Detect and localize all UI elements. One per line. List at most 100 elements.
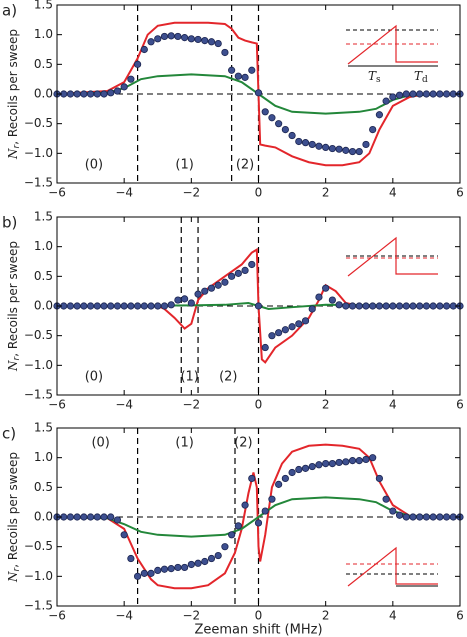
data-point [389, 302, 397, 310]
data-point [328, 459, 336, 468]
x-tick-label: −6 [48, 186, 66, 200]
data-point [201, 287, 209, 295]
x-tick-label: 2 [322, 609, 330, 623]
x-tick-label: −2 [182, 609, 200, 623]
data-point [154, 302, 162, 310]
data-point [288, 468, 296, 477]
data-point [100, 513, 108, 521]
data-point [322, 459, 330, 468]
y-tick-label: 1.5 [34, 421, 53, 435]
data-point [342, 302, 350, 310]
data-point [362, 302, 370, 310]
data-point [389, 507, 397, 515]
data-point [160, 302, 169, 310]
data-point [422, 90, 431, 98]
data-point [201, 36, 209, 45]
data-point [268, 114, 276, 122]
region-label: (2) [234, 435, 252, 450]
data-point [261, 343, 269, 352]
data-point [181, 34, 189, 42]
data-point [66, 513, 75, 521]
data-point [348, 302, 357, 310]
data-point [194, 559, 202, 567]
data-point [395, 511, 404, 519]
data-point [234, 522, 242, 530]
inset-b [346, 236, 438, 277]
data-point [382, 97, 390, 105]
data-point [181, 563, 189, 572]
region-label: (1) [175, 435, 193, 450]
data-point [241, 501, 249, 509]
data-point [288, 323, 296, 331]
data-point [422, 513, 431, 521]
data-point [134, 572, 142, 580]
data-point [275, 329, 283, 337]
x-tick-label: 6 [456, 609, 464, 623]
y-tick-label: 0.5 [34, 480, 53, 494]
data-point [362, 455, 370, 464]
data-point [429, 302, 437, 310]
data-point [322, 284, 330, 292]
data-point [342, 146, 350, 154]
data-point [429, 90, 437, 98]
inset-c [346, 546, 438, 587]
data-point [315, 461, 323, 469]
x-tick-label: −4 [115, 186, 133, 200]
y-label-symbol: N [6, 360, 20, 372]
data-point [228, 66, 236, 74]
data-point [86, 90, 95, 98]
data-point [416, 90, 424, 98]
data-point [288, 131, 296, 140]
data-point [221, 543, 229, 551]
y-tick-label: 0.5 [34, 57, 53, 71]
y-tick-label: 1.5 [34, 210, 53, 224]
data-point [395, 302, 404, 310]
data-point [436, 90, 444, 98]
y-tick-label: −0.5 [24, 116, 53, 130]
x-tick-label: −2 [182, 398, 200, 412]
data-point [295, 137, 303, 146]
data-point [66, 302, 75, 310]
y-tick-label: −0.5 [24, 539, 53, 553]
data-point [86, 302, 95, 310]
x-tick-label: 0 [255, 398, 263, 412]
y-label-text: , Recoils per sweep [6, 452, 20, 568]
data-point [409, 513, 417, 521]
data-point [167, 32, 175, 40]
y-axis-label: Nr, Recoils per sweep [6, 29, 22, 160]
data-point [382, 495, 390, 503]
data-point [207, 284, 216, 292]
data-point [442, 90, 451, 98]
data-point [120, 302, 128, 310]
y-tick-label: 0.5 [34, 269, 53, 283]
data-point [154, 35, 162, 43]
panel-label: a) [2, 2, 17, 20]
y-tick-label: −1.0 [24, 569, 53, 583]
data-point [301, 139, 310, 147]
y-label-text: , Recoils per sweep [6, 29, 20, 145]
y-label-sub: r [12, 566, 22, 571]
data-point [228, 531, 236, 539]
data-point [382, 302, 390, 310]
data-point [174, 296, 182, 304]
region-label: (1) [175, 158, 193, 173]
data-point [409, 302, 417, 310]
data-point [409, 90, 417, 98]
data-point [322, 143, 330, 151]
data-point [375, 111, 383, 119]
data-point [342, 458, 350, 466]
data-point [254, 89, 263, 97]
data-point [301, 317, 310, 325]
y-tick-label: 1.0 [34, 27, 53, 41]
data-point [275, 480, 283, 488]
data-point [207, 38, 216, 46]
data-point [375, 302, 383, 310]
data-point [355, 457, 363, 465]
data-point [369, 302, 377, 310]
data-point [442, 302, 451, 310]
data-point [281, 326, 289, 334]
inset-label-sub: s [376, 75, 381, 85]
data-point [174, 32, 182, 41]
data-point [113, 87, 122, 95]
data-point [201, 557, 209, 566]
